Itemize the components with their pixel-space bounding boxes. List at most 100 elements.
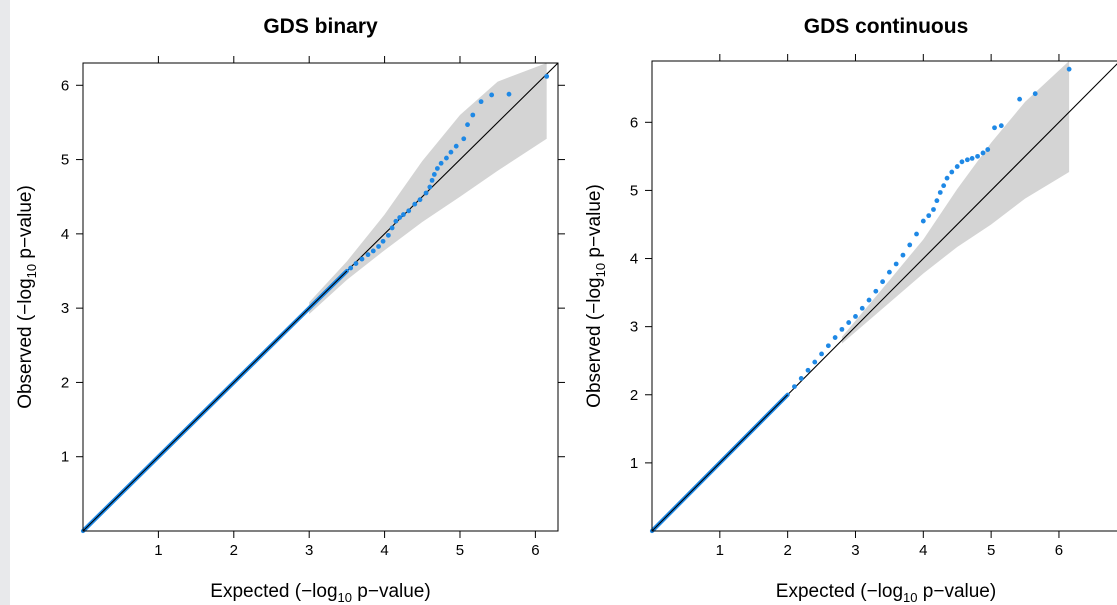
x-tick-label: 2 — [783, 542, 791, 559]
qq-panel-2: 1 2 3 4 5 6 1 2 3 4 5 6 GDS continuous Expected (−log… — [584, 15, 1117, 605]
chart-title: GDS continuous — [804, 15, 969, 38]
data-point — [397, 215, 403, 220]
x-axis-label-suffix: p−value) — [352, 581, 431, 602]
x-axis-label-prefix: Expected (−log — [210, 581, 337, 602]
data-point — [359, 256, 365, 262]
data-point — [937, 190, 943, 195]
x-tick-label: 5 — [987, 542, 995, 559]
data-point — [839, 326, 845, 332]
y-axis-label-subscript: 10 — [24, 264, 39, 278]
data-point — [992, 125, 997, 131]
data-point — [427, 184, 433, 190]
data-point — [798, 376, 804, 381]
data-point — [859, 305, 865, 311]
confidence-band — [841, 61, 1070, 344]
y-axis-label: Observed (−log10 p−value) — [584, 184, 608, 408]
y-tick-label: 6 — [630, 114, 638, 131]
data-point — [444, 155, 449, 161]
data-point — [866, 297, 872, 303]
data-point — [1066, 66, 1072, 72]
data-point — [506, 91, 512, 97]
data-point — [964, 157, 970, 163]
y-axis-label-suffix: p−value) — [584, 184, 605, 263]
data-point — [423, 190, 429, 196]
x-tick-label: 6 — [531, 542, 539, 559]
x-tick-label: 6 — [1055, 542, 1063, 559]
data-point — [393, 218, 399, 224]
data-point — [470, 112, 476, 118]
data-point — [417, 197, 423, 203]
data-point — [429, 177, 435, 183]
data-point — [920, 218, 926, 224]
data-point — [825, 343, 831, 349]
data-point — [880, 279, 886, 285]
data-point — [792, 384, 797, 389]
data-point — [985, 147, 991, 152]
data-point — [544, 73, 550, 79]
y-tick-label: 6 — [61, 77, 69, 94]
data-point — [401, 212, 406, 217]
data-point — [907, 242, 913, 248]
data-point — [478, 99, 484, 105]
data-point — [959, 159, 965, 165]
data-point — [805, 367, 811, 373]
y-tick-label: 1 — [61, 449, 69, 466]
data-point — [941, 183, 947, 189]
figure: 1 2 3 4 5 6 1 2 3 4 5 6 GDS binary Expected (−log10 p… — [10, 0, 1117, 605]
plot-frame — [651, 60, 1117, 532]
x-axis-label: Expected (−log10 p−value) — [776, 581, 996, 605]
confidence-band — [309, 63, 547, 315]
data-point — [998, 123, 1004, 129]
data-point — [1032, 91, 1038, 97]
data-point — [969, 156, 975, 161]
x-tick-label: 4 — [380, 542, 388, 559]
data-point — [914, 231, 919, 237]
x-axis-label-prefix: Expected (−log — [776, 581, 903, 602]
y-tick-label: 3 — [630, 319, 638, 336]
data-point — [353, 261, 359, 266]
data-point — [406, 208, 412, 214]
data-point — [975, 153, 980, 159]
x-axis-label-subscript: 10 — [338, 590, 352, 605]
data-point — [846, 320, 852, 325]
data-point — [380, 238, 386, 244]
data-point — [461, 136, 467, 142]
y-tick-label: 1 — [630, 455, 638, 472]
x-axis-label-subscript: 10 — [903, 590, 917, 605]
data-point — [438, 160, 444, 166]
y-tick-label: 4 — [630, 251, 638, 268]
x-tick-label: 4 — [919, 542, 927, 559]
data-point — [370, 248, 376, 254]
data-point — [348, 265, 354, 271]
data-point — [886, 269, 892, 275]
data-point — [980, 150, 986, 156]
data-point — [893, 261, 899, 267]
plot-frame — [82, 62, 559, 532]
data-point — [385, 232, 391, 238]
x-axis-label: Expected (−log10 p−value) — [210, 581, 430, 605]
data-point — [900, 252, 906, 258]
data-point — [819, 351, 824, 357]
x-tick-label: 3 — [851, 542, 859, 559]
data-point — [1017, 96, 1023, 102]
data-point — [465, 122, 470, 128]
data-point — [412, 201, 418, 207]
x-tick-label: 1 — [154, 542, 162, 559]
y-axis-label: Observed (−log10 p−value) — [15, 185, 39, 409]
data-point — [434, 166, 440, 171]
data-point — [431, 172, 437, 177]
data-point — [873, 288, 879, 294]
reference-line-overlay — [651, 394, 789, 532]
data-point — [949, 169, 955, 175]
data-point — [812, 359, 818, 365]
data-point — [934, 198, 940, 204]
x-tick-label: 2 — [230, 542, 238, 559]
data-point — [944, 175, 950, 181]
y-tick-label: 4 — [61, 226, 69, 243]
data-point — [489, 92, 495, 98]
y-tick-label: 2 — [630, 387, 638, 404]
data-point — [926, 213, 932, 219]
y-tick-label: 5 — [630, 182, 638, 199]
y-tick-label: 5 — [61, 152, 69, 169]
x-tick-label: 5 — [456, 542, 464, 559]
